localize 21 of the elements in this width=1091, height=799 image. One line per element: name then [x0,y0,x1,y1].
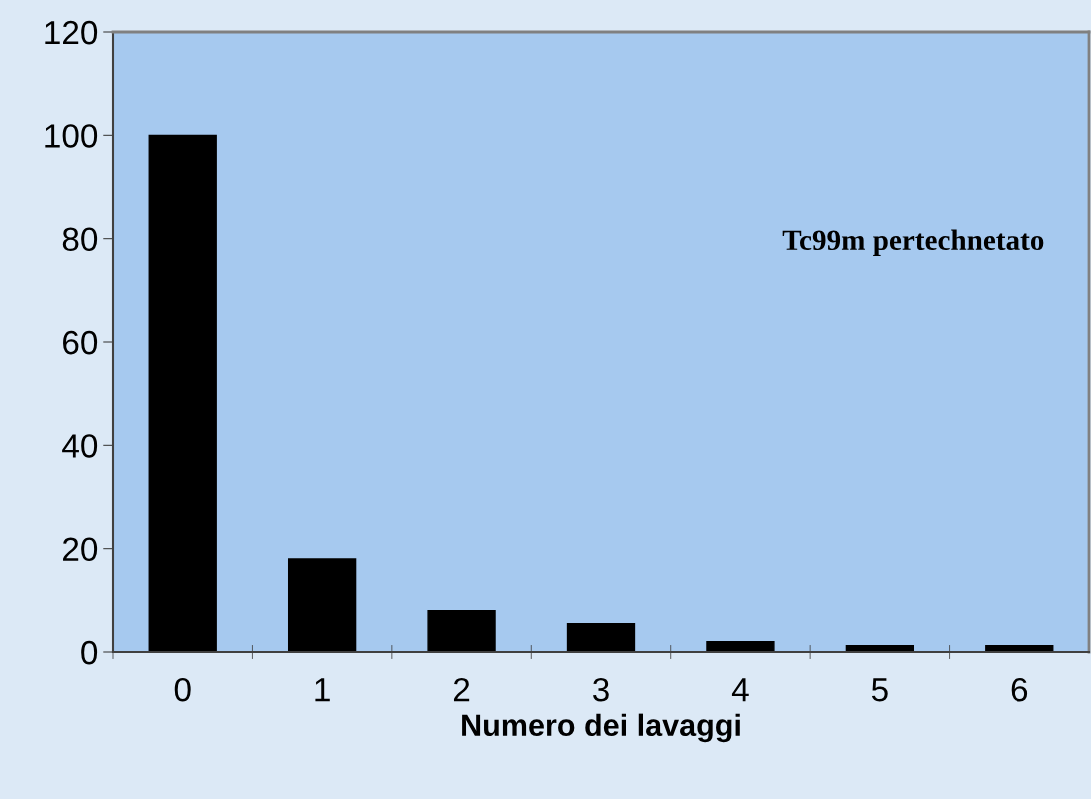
y-tick-label: 60 [63,330,98,355]
y-tick-label: 20 [63,537,98,562]
bar [148,134,217,652]
y-tick-label: 40 [62,434,98,458]
x-tick-label: 5 [871,678,888,702]
bar [287,558,357,652]
y-tick-label: 80 [62,227,98,252]
y-tick-label: 100 [45,124,98,148]
annotation: Tc99m pertechnetato [782,229,1044,257]
x-tick-label: 0 [174,677,191,702]
x-axis-title: Numero dei lavaggi [462,713,740,743]
y-tick-label: 120 [45,20,98,45]
bar [706,640,775,652]
x-tick-label: 3 [593,677,609,702]
x-tick-label: 4 [731,678,749,702]
bar [566,622,636,652]
x-tick-label: 1 [315,678,330,702]
bar [427,609,496,652]
x-tick-label: 2 [453,677,470,702]
y-tick-label: 0 [81,640,98,665]
x-tick-label: 6 [1011,677,1028,702]
